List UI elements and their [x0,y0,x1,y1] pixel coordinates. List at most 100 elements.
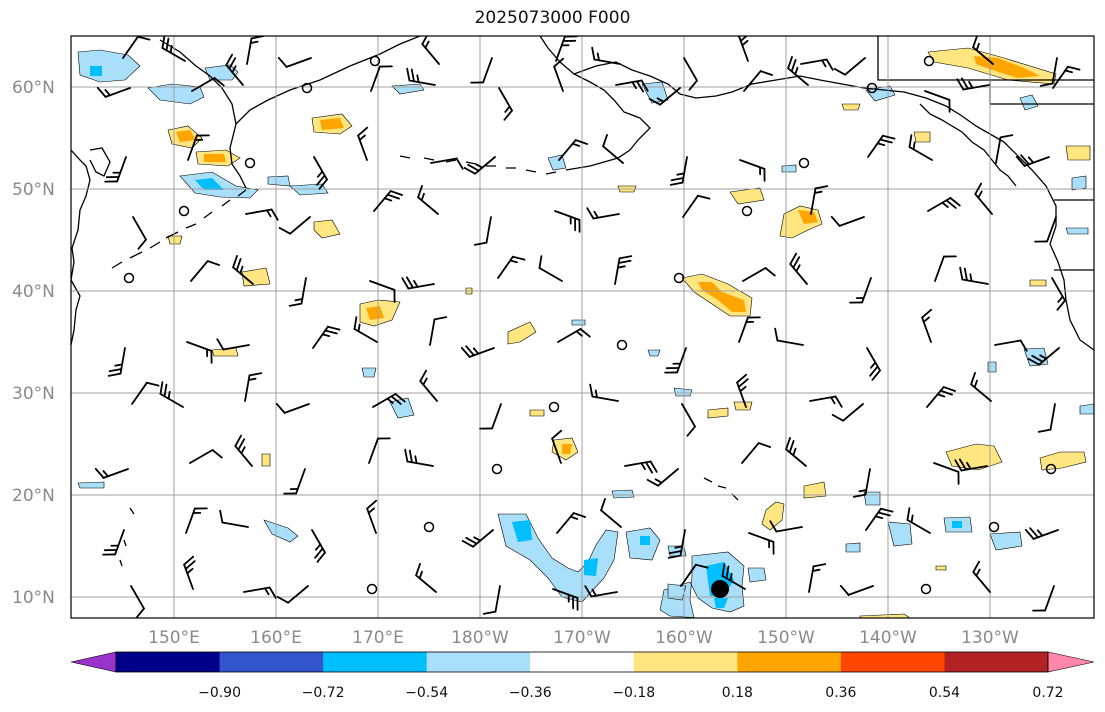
wind-barb [646,468,679,487]
positive-anomaly-core [798,210,818,224]
calm-wind-circle [616,339,628,351]
wind-barb [161,36,186,62]
negative-anomaly-patch [667,583,687,601]
wind-barb [591,46,621,65]
positive-anomaly-patch [803,481,827,499]
negative-anomaly-patch [611,489,635,499]
colorbar-segment [633,652,738,672]
wind-barb [1039,57,1058,87]
positive-anomaly-patch [1029,279,1047,287]
wind-barb [669,156,688,186]
wind-barb [185,507,208,534]
graticule [71,36,1094,618]
colorbar-tick-label: 0.72 [1032,685,1063,701]
calm-wind-circle [741,205,753,217]
wind-barb [482,585,501,615]
wind-barb [1052,65,1081,89]
wind-barb [959,266,989,285]
wind-barb [743,70,773,92]
asia-coastline [71,149,91,346]
negative-anomaly-patch [781,164,797,173]
wind-barb [463,156,496,175]
wind-barb [624,460,658,474]
wind-barb [368,437,391,464]
colorbar-segment [116,652,221,672]
wind-barb [216,338,250,351]
wind-barb [789,252,808,285]
wind-barb [460,345,495,358]
wind-barb [1051,277,1066,311]
map-frame [70,35,1095,619]
negative-anomaly-patch [263,519,299,543]
wind-barb [742,267,776,282]
wind-barb [927,197,961,212]
wind-barb [275,402,310,414]
wind-barb [1024,527,1059,540]
wind-barb [244,372,263,402]
wind-barb [102,529,125,556]
wind-barb [1027,347,1060,366]
positive-anomaly-patch [859,613,911,618]
wind-barb [830,215,865,227]
calm-wind-circle [244,157,256,169]
wind-barb [852,468,871,498]
alaska-coastline [539,36,1094,351]
positive-anomaly-patch [733,401,753,411]
wind-barb [190,260,220,282]
positive-anomaly-patch [1065,145,1091,161]
map-title: 2025073000 F000 [474,8,631,28]
wind-barb [800,58,834,71]
wind-barb [956,77,990,91]
wind-barb [283,468,306,495]
wind-barb [680,563,709,587]
negative-anomaly-core [714,598,728,608]
colorbar-tick-label: −0.90 [198,685,241,701]
wind-barb [189,449,223,464]
colorbar-tick-label: −0.54 [405,685,448,701]
wind-barb [995,134,1014,164]
colorbar-tick-label: 0.54 [929,685,960,701]
wind-barb [664,347,687,374]
negative-anomaly-patch [647,349,661,357]
wind-barb [831,403,864,422]
negative-anomaly-core [90,66,102,76]
wind-barb [401,276,435,290]
lat-tick-label: 10°N [12,588,55,608]
wind-barb [849,277,872,304]
wind-barb [417,185,439,215]
calm-wind-circle [923,55,935,67]
wind-barb [974,182,993,215]
wind-barb [602,134,624,164]
wind-barb [276,585,309,604]
lat-tick-label: 50°N [12,180,55,200]
colorbar-segment [219,652,324,672]
wind-barb [370,65,393,92]
wind-barb [429,316,448,346]
kamchatka-coastline [159,36,421,189]
wind-barb [186,341,213,364]
wind-barb [994,339,1028,352]
wind-barb [430,157,464,170]
negative-anomaly-patch [845,542,861,553]
negative-anomaly-patch [747,567,767,583]
calm-wind-circle [366,583,378,595]
positive-anomaly-patch [935,565,947,571]
wind-barb [312,325,341,349]
wind-barb [421,36,440,65]
wind-barb [558,139,588,161]
wind-barb [721,563,746,590]
wind-barb [406,67,436,86]
negative-anomaly-core [512,520,532,542]
wind-barb [497,255,526,279]
calm-wind-circle [301,82,313,94]
wind-barb [313,156,328,190]
wind-barb [600,498,622,528]
wind-barb [187,134,210,161]
wind-barb [104,156,127,183]
wind-barb [865,507,894,531]
negative-anomaly-core [952,521,962,528]
negative-anomaly-core [195,178,224,190]
wind-barb [785,437,807,467]
wind-barb [130,585,145,618]
wind-barb [245,208,279,221]
